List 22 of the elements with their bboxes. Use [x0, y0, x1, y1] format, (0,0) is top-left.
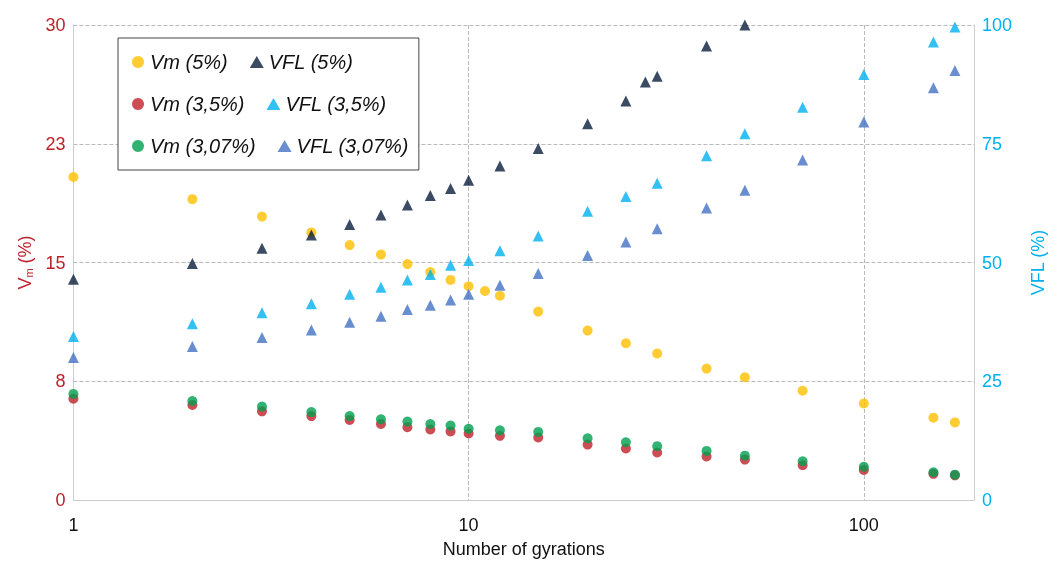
y2-tick-label: 25 — [982, 371, 1003, 392]
legend-label: VFL (5%) — [268, 51, 353, 73]
y-axis-title: Vm (%) — [15, 235, 35, 290]
legend-label: Vm (3,5%) — [150, 93, 245, 115]
legend-label: VFL (3,5%) — [285, 93, 387, 115]
y-tick-label: 8 — [55, 371, 66, 392]
y2-tick-label: 75 — [982, 133, 1003, 154]
legend-label: Vm (5%) — [150, 51, 228, 73]
y2-tick-label: 0 — [982, 490, 993, 510]
y-tick-label: 30 — [45, 15, 66, 35]
y-tick-label: 15 — [45, 252, 66, 273]
y-tick-label: 23 — [45, 133, 66, 154]
y2-axis-title: VFL (%) — [1028, 229, 1048, 296]
y2-tick-label: 50 — [982, 252, 1003, 273]
legend-label: Vm (3,07%) — [150, 135, 256, 157]
x-axis-title: Number of gyrations — [442, 539, 605, 559]
x-tick-label: 1 — [68, 515, 79, 535]
y-tick-label: 0 — [55, 490, 66, 510]
x-tick-label: 100 — [848, 515, 879, 535]
y2-tick-label: 100 — [982, 15, 1013, 35]
x-tick-label: 10 — [458, 515, 479, 535]
legend-label: VFL (3,07%) — [296, 135, 409, 157]
